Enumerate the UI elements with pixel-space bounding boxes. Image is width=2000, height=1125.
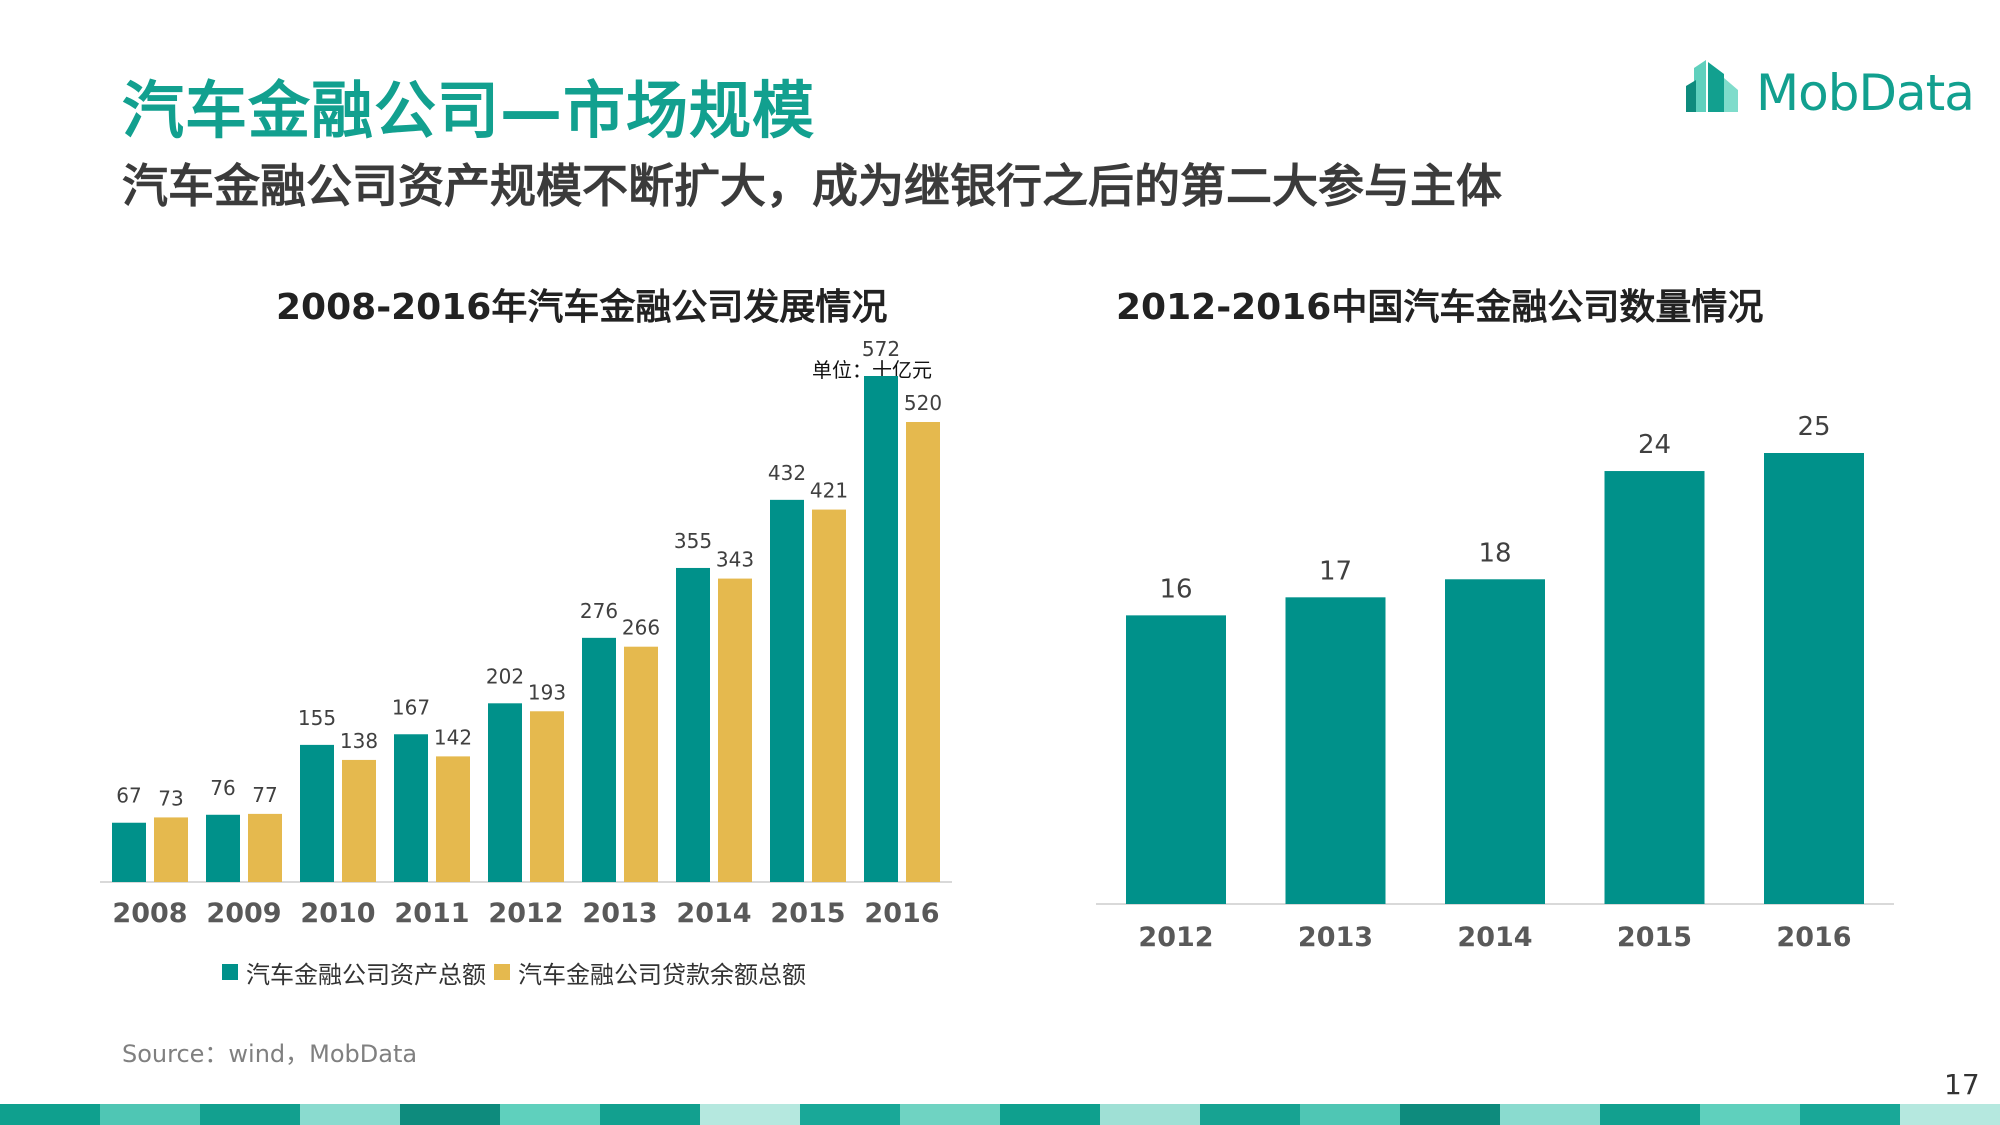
data-label-count-2016: 25 xyxy=(1797,412,1830,442)
page-number: 17 xyxy=(1944,1068,1980,1101)
right-x-tick-2012: 2012 xyxy=(1138,922,1213,953)
data-label-loans-2016: 520 xyxy=(904,391,942,415)
bar-count-2015 xyxy=(1604,471,1705,904)
bar-loans-2014 xyxy=(718,578,752,882)
bar-assets-2011 xyxy=(394,734,428,882)
data-label-count-2014: 18 xyxy=(1478,538,1511,568)
x-tick-2008: 2008 xyxy=(112,898,187,929)
bar-loans-2008 xyxy=(154,817,188,882)
right-x-tick-2015: 2015 xyxy=(1617,922,1692,953)
x-tick-2014: 2014 xyxy=(676,898,751,929)
bar-loans-2015 xyxy=(812,509,846,882)
data-label-assets-2016: 572 xyxy=(862,337,900,361)
bar-assets-2013 xyxy=(582,637,616,882)
bar-loans-2011 xyxy=(436,756,470,882)
mobdata-logo-icon xyxy=(1686,60,1738,112)
right-x-tick-2016: 2016 xyxy=(1776,922,1851,953)
bar-assets-2012 xyxy=(488,703,522,882)
bar-loans-2016 xyxy=(906,422,940,882)
right-bar-chart: 16 2012 17 2013 18 2014 24 2015 25 2016 xyxy=(1096,412,1894,953)
data-label-assets-2015: 432 xyxy=(768,461,806,485)
bar-count-2014 xyxy=(1445,579,1545,904)
data-label-loans-2014: 343 xyxy=(716,548,754,572)
right-chart-title: 2012-2016中国汽车金融公司数量情况 xyxy=(1116,287,1764,328)
bar-count-2012 xyxy=(1126,615,1226,904)
page-subtitle: 汽车金融公司资产规模不断扩大，成为继银行之后的第二大参与主体 xyxy=(122,159,1502,213)
data-label-loans-2011: 142 xyxy=(434,725,472,749)
right-x-tick-2013: 2013 xyxy=(1298,922,1373,953)
legend-item-loans: 汽车金融公司贷款余额总额 xyxy=(494,955,806,990)
bar-assets-2014 xyxy=(676,567,710,882)
bar-loans-2010 xyxy=(342,759,376,882)
data-label-count-2013: 17 xyxy=(1319,556,1352,586)
source-note: Source：wind，MobData xyxy=(122,1040,418,1068)
data-label-loans-2009: 77 xyxy=(252,783,277,807)
bar-loans-2012 xyxy=(530,711,564,882)
bar-assets-2008 xyxy=(112,822,146,882)
left-chart-title: 2008-2016年汽车金融公司发展情况 xyxy=(276,287,888,328)
page-title: 汽车金融公司—市场规模 xyxy=(122,74,816,147)
x-tick-2012: 2012 xyxy=(488,898,563,929)
x-tick-2009: 2009 xyxy=(206,898,281,929)
data-label-assets-2008: 67 xyxy=(116,784,141,808)
data-label-loans-2015: 421 xyxy=(810,479,848,503)
legend-swatch-assets xyxy=(222,964,238,980)
data-label-loans-2012: 193 xyxy=(528,680,566,704)
data-label-assets-2014: 355 xyxy=(674,529,712,553)
bar-assets-2015 xyxy=(770,499,804,882)
data-label-assets-2012: 202 xyxy=(486,664,524,688)
right-x-tick-2014: 2014 xyxy=(1457,922,1532,953)
data-label-assets-2013: 276 xyxy=(580,599,618,623)
data-label-assets-2009: 76 xyxy=(210,776,235,800)
bar-loans-2013 xyxy=(624,646,658,882)
legend-swatch-loans xyxy=(494,964,510,980)
bar-assets-2010 xyxy=(300,744,334,882)
legend-label-loans: 汽车金融公司贷款余额总额 xyxy=(518,960,806,989)
mobdata-logo: MobData xyxy=(1684,56,1975,128)
legend-item-assets: 汽车金融公司资产总额 xyxy=(222,955,486,990)
legend-label-assets: 汽车金融公司资产总额 xyxy=(246,960,486,989)
left-chart-legend: 汽车金融公司资产总额 汽车金融公司贷款余额总额 xyxy=(222,955,814,989)
x-tick-2010: 2010 xyxy=(300,898,375,929)
bar-assets-2016 xyxy=(864,376,898,882)
data-label-assets-2011: 167 xyxy=(392,695,430,719)
bar-loans-2009 xyxy=(248,813,282,882)
data-label-assets-2010: 155 xyxy=(298,706,336,730)
data-label-count-2015: 24 xyxy=(1638,430,1671,460)
x-tick-2016: 2016 xyxy=(864,898,939,929)
data-label-loans-2013: 266 xyxy=(622,616,660,640)
data-label-loans-2010: 138 xyxy=(340,729,378,753)
x-tick-2015: 2015 xyxy=(770,898,845,929)
logo-text: MobData xyxy=(1756,64,1975,122)
bar-assets-2009 xyxy=(206,814,240,882)
footer-band xyxy=(0,1104,2000,1125)
data-label-loans-2008: 73 xyxy=(158,786,183,810)
data-label-count-2012: 16 xyxy=(1159,574,1192,604)
bar-count-2016 xyxy=(1764,453,1864,904)
bar-count-2013 xyxy=(1285,597,1386,904)
x-tick-2013: 2013 xyxy=(582,898,657,929)
x-tick-2011: 2011 xyxy=(394,898,469,929)
